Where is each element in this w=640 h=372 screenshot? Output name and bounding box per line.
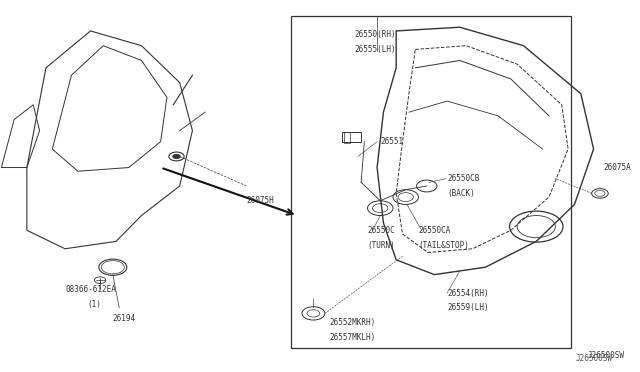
Circle shape [173, 154, 180, 159]
Text: J26500SW: J26500SW [588, 351, 624, 360]
Text: (BACK): (BACK) [447, 189, 475, 198]
Text: J26500SW: J26500SW [575, 354, 612, 363]
Text: 26075H: 26075H [246, 196, 275, 205]
Text: 26550C: 26550C [367, 226, 396, 235]
Text: 26554(RH): 26554(RH) [447, 289, 489, 298]
Text: 26557MKLH): 26557MKLH) [330, 333, 376, 342]
Text: 26555(LH): 26555(LH) [355, 45, 396, 54]
Text: 26550CA: 26550CA [419, 226, 451, 235]
Text: 26559(LH): 26559(LH) [447, 303, 489, 312]
Bar [342, 132, 361, 142]
Text: 26075A: 26075A [603, 163, 631, 172]
Text: (1): (1) [87, 300, 101, 309]
Text: (TAIL&STOP): (TAIL&STOP) [419, 241, 469, 250]
Bar [344, 132, 350, 143]
Text: 26194: 26194 [113, 314, 136, 323]
Text: 26550(RH): 26550(RH) [355, 30, 396, 39]
Bar [291, 16, 572, 349]
Text: 08366-612EA: 08366-612EA [65, 285, 116, 294]
Text: 26550CB: 26550CB [447, 174, 479, 183]
Text: 26551: 26551 [380, 137, 403, 146]
Text: (TURN): (TURN) [367, 241, 396, 250]
Text: 26552MKRH): 26552MKRH) [330, 318, 376, 327]
